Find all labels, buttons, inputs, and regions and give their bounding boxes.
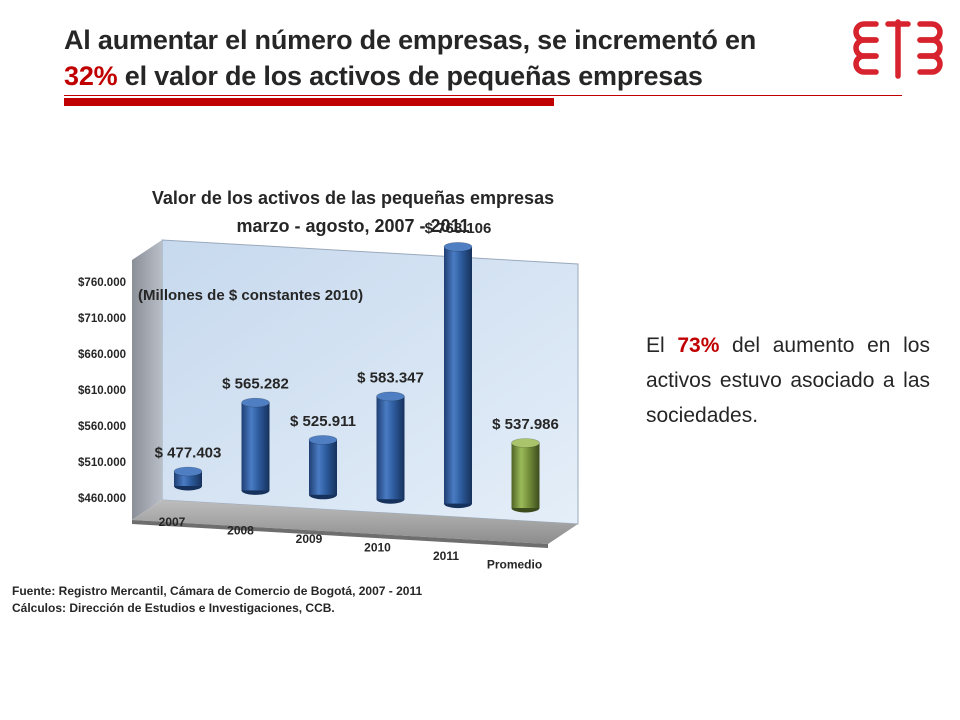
chart-side-wall [132, 240, 162, 520]
chart-title-line-1: Valor de los activos de las pequeñas emp… [152, 188, 554, 208]
y-tick-label: $760.000 [78, 277, 126, 289]
bar-body [444, 246, 472, 504]
bar-2010: $ 583.347 [357, 369, 424, 504]
source-note: Fuente: Registro Mercantil, Cámara de Co… [12, 583, 422, 617]
chart-floor-edge [132, 520, 548, 548]
bar-2007: $ 477.403 [155, 444, 222, 491]
bars: $ 477.403 $ 565.282 $ 525.911 $ 583.347 $ 76… [155, 220, 559, 513]
y-tick-label: $510.000 [78, 457, 126, 469]
bar-top [511, 438, 540, 448]
y-axis-ticks: $460.000 $510.000 $560.000 $610.000 $660.000… [78, 277, 126, 505]
y-tick-label: $560.000 [78, 421, 126, 433]
category-label: 2007 [159, 515, 186, 529]
bar-2008: $ 565.282 [222, 376, 289, 495]
bar-body [309, 439, 337, 495]
ccb-logo-icon [853, 19, 943, 79]
title-highlight: 32% [64, 61, 118, 91]
side-note: El 73% del aumento en los activos estuvo… [646, 328, 930, 433]
side-note-suffix: del aumento en los activos estuvo asocia… [646, 334, 930, 427]
data-label: $ 768.106 [425, 220, 492, 237]
y-tick-label: $610.000 [78, 385, 126, 397]
y-tick-label: $460.000 [78, 493, 126, 505]
title-rule-thick [64, 98, 554, 106]
data-label: $ 477.403 [155, 444, 222, 461]
category-label: 2010 [364, 541, 391, 555]
data-label: $ 565.282 [222, 376, 289, 393]
bar-body [241, 402, 270, 491]
title-rule-thin [64, 95, 902, 96]
side-note-highlight: 73% [677, 334, 720, 357]
bar-top [173, 466, 203, 477]
x-axis-labels: 2007 2008 2009 2010 2011 Promedio [159, 515, 543, 572]
title-line-1: Al aumentar el número de empresas, se in… [64, 25, 757, 55]
bar-top [443, 242, 473, 252]
bar-top [241, 397, 270, 408]
bar-promedio: $ 537.986 [492, 416, 559, 513]
source-line-2: Cálculos: Dirección de Estudios e Invest… [12, 601, 335, 615]
chart-floor [132, 500, 578, 544]
title-line-2: el valor de los activos de pequeñas empr… [117, 61, 703, 91]
category-label: Promedio [487, 558, 542, 572]
chart-subtitle: (Millones de $ constantes 2010) [138, 287, 363, 304]
source-line-1: Fuente: Registro Mercantil, Cámara de Co… [12, 584, 423, 598]
category-label: 2011 [433, 549, 459, 563]
bar-body [511, 443, 540, 508]
side-note-prefix: El [646, 334, 678, 357]
bar-top [376, 391, 405, 402]
y-tick-label: $710.000 [78, 313, 126, 325]
bar-top [308, 435, 338, 445]
category-label: 2009 [296, 532, 323, 546]
slide-title: Al aumentar el número de empresas, se in… [64, 22, 824, 94]
bar-2011: $ 768.106 [425, 220, 492, 509]
data-label: $ 583.347 [357, 369, 424, 386]
y-tick-label: $660.000 [78, 349, 126, 361]
bar-body [376, 396, 405, 500]
chart-title-line-2: marzo - agosto, 2007 - 2011 [236, 216, 469, 236]
assets-bar-chart: Valor de los activos de las pequeñas emp… [78, 188, 579, 572]
data-label: $ 525.911 [290, 413, 356, 430]
category-label: 2008 [227, 524, 254, 538]
data-label: $ 537.986 [492, 416, 559, 433]
bar-2009: $ 525.911 [290, 413, 356, 500]
